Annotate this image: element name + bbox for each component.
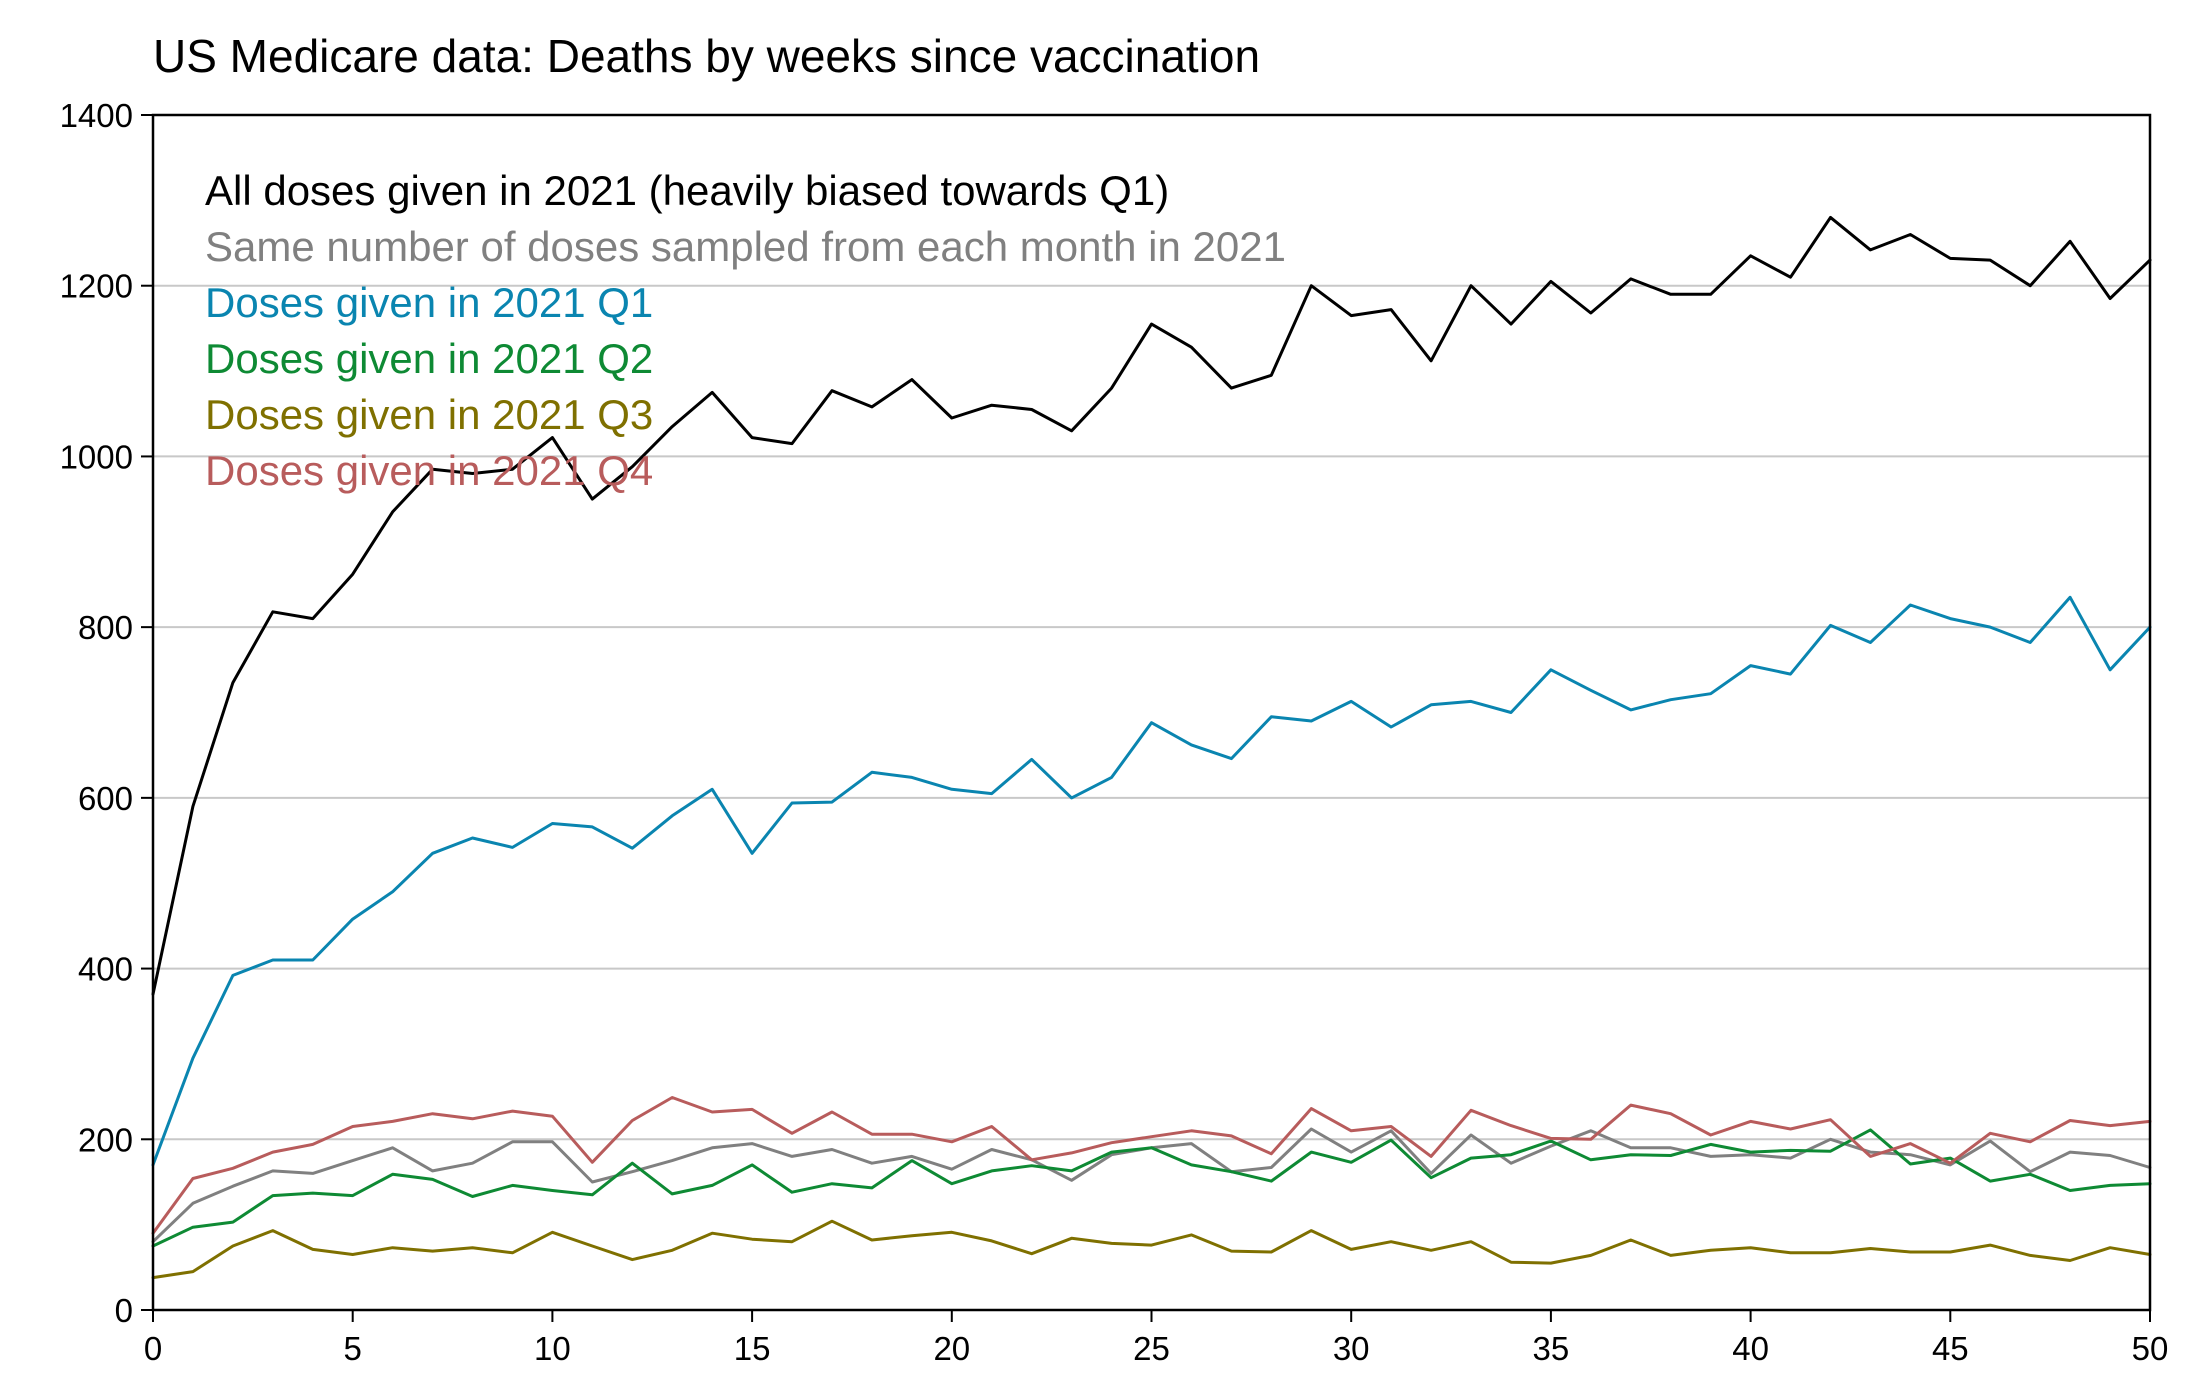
y-tick-label: 1200 <box>60 268 133 305</box>
legend-entry-0: All doses given in 2021 (heavily biased … <box>205 167 1169 214</box>
y-tick-label: 1000 <box>60 438 133 475</box>
x-tick-label: 50 <box>2132 1330 2169 1367</box>
y-tick-label: 0 <box>115 1292 133 1329</box>
x-tick-label: 15 <box>734 1330 771 1367</box>
axes: 0 200 400 600 800 1000 1200 1400 0 5 10 15 20 25 30 35 4… <box>60 97 2169 1367</box>
chart-title: US Medicare data: Deaths by weeks since … <box>153 30 1260 82</box>
x-tick-label: 20 <box>933 1330 970 1367</box>
legend-entry-2: Doses given in 2021 Q1 <box>205 279 653 326</box>
legend-entry-3: Doses given in 2021 Q2 <box>205 335 653 382</box>
y-tick-label: 800 <box>78 609 133 646</box>
x-tick-label: 0 <box>144 1330 162 1367</box>
series-line-2 <box>151 595 2152 1167</box>
x-tick-label: 30 <box>1333 1330 1370 1367</box>
x-tick-label: 45 <box>1932 1330 1969 1367</box>
series-line-1 <box>151 1127 2152 1244</box>
x-tick-label: 5 <box>344 1330 362 1367</box>
series-line-0 <box>151 215 2152 996</box>
y-tick-label: 400 <box>78 951 133 988</box>
y-tick-label: 1400 <box>60 97 133 134</box>
x-tick-label: 10 <box>534 1330 571 1367</box>
legend-entry-5: Doses given in 2021 Q4 <box>205 447 653 494</box>
legend-entry-1: Same number of doses sampled from each m… <box>205 223 1286 270</box>
y-tick-label: 200 <box>78 1121 133 1158</box>
gridlines <box>153 284 2150 1141</box>
series-line-4 <box>151 1219 2152 1280</box>
legend-entry-4: Doses given in 2021 Q3 <box>205 391 653 438</box>
series-lines <box>151 215 2152 1280</box>
legend: All doses given in 2021 (heavily biased … <box>205 167 1286 494</box>
x-tick-label: 40 <box>1732 1330 1769 1367</box>
x-tick-label: 35 <box>1533 1330 1570 1367</box>
y-tick-label: 600 <box>78 780 133 817</box>
x-tick-label: 25 <box>1133 1330 1170 1367</box>
series-line-3 <box>151 1128 2152 1248</box>
series-line-5 <box>151 1096 2152 1235</box>
